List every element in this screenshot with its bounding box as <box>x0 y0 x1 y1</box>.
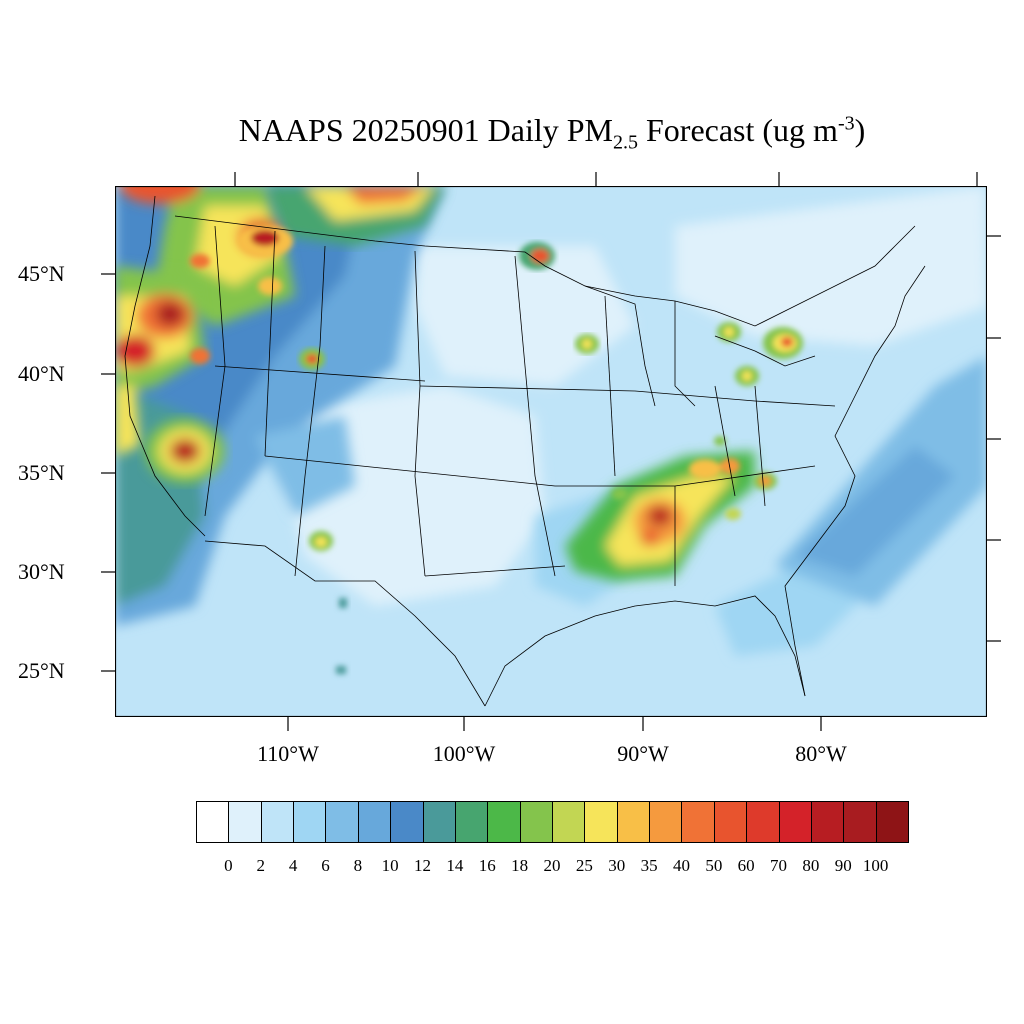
colorbar-swatch <box>746 801 780 843</box>
map-title: NAAPS 20250901 Daily PM2.5 Forecast (ug … <box>0 112 1024 154</box>
map-frame <box>115 186 987 717</box>
colorbar-swatch <box>422 801 456 843</box>
title-subscript: 2.5 <box>612 131 638 154</box>
great-basin-haze <box>255 416 355 516</box>
pm25-map <box>115 186 987 717</box>
colorbar-tick-label: 16 <box>478 856 496 875</box>
colorbar-tick-label: 10 <box>381 856 399 875</box>
lon-label-100: 100°W <box>432 741 496 766</box>
arizona-fire <box>309 531 347 674</box>
colorbar-swatch <box>552 801 586 843</box>
colorbar-tick-label: 25 <box>575 856 593 875</box>
colorbar-swatch <box>713 801 748 843</box>
lat-label-25: 25°N <box>18 658 65 683</box>
colorbar-swatch <box>843 801 877 843</box>
colorbar-swatch <box>487 801 521 843</box>
lon-label-80: 80°W <box>795 741 847 766</box>
colorbar-tick-label: 20 <box>543 856 561 875</box>
colorbar-tick-label: 40 <box>672 856 690 875</box>
lat-label-40: 40°N <box>18 361 65 386</box>
lon-label-110: 110°W <box>257 741 319 766</box>
title-superscript: -3 <box>837 112 855 135</box>
boundaries <box>124 195 926 707</box>
title-middle: Forecast (ug m <box>637 112 838 148</box>
colorbar-swatch <box>325 801 359 843</box>
colorbar-swatch <box>454 801 489 843</box>
colorbar <box>196 801 909 845</box>
colorbar-swatch <box>260 801 295 843</box>
colorbar-tick-label: 60 <box>737 856 755 875</box>
colorbar-tick-label: 2 <box>256 856 265 875</box>
colorbar-swatch <box>228 801 262 843</box>
lat-label-30: 30°N <box>18 559 65 584</box>
title-prefix: NAAPS 20250901 Daily PM <box>238 112 613 148</box>
colorbar-tick-label: 35 <box>640 856 658 875</box>
colorbar-swatch <box>810 801 845 843</box>
colorbar-swatch <box>293 801 327 843</box>
colorbar-tick-label: 14 <box>446 856 464 875</box>
colorbar-tick-label: 100 <box>862 856 889 875</box>
wisconsin-fire <box>575 334 599 354</box>
canada-smoke-core <box>345 186 425 204</box>
colorbar-swatch <box>196 801 230 843</box>
colorbar-tick-label: 4 <box>288 856 298 875</box>
colorbar-swatch <box>357 801 392 843</box>
colorbar-swatch <box>519 801 553 843</box>
colorbar-tick-label: 80 <box>802 856 820 875</box>
colorbar-tick-label: 90 <box>834 856 852 875</box>
atlantic-haze-dark <box>795 446 955 576</box>
colorbar-tick-label: 30 <box>608 856 626 875</box>
colorbar-swatch <box>616 801 651 843</box>
colorbar-swatch <box>649 801 683 843</box>
lon-label-90: 90°W <box>617 741 669 766</box>
colorbar-swatch <box>681 801 715 843</box>
colorbar-tick-label: 70 <box>770 856 788 875</box>
lower-mississippi-valley <box>565 451 755 581</box>
utah-fire <box>299 348 325 370</box>
colorbar-swatch <box>390 801 424 843</box>
colorbar-tick-label: 0 <box>224 856 233 875</box>
minnesota-fire <box>519 242 555 270</box>
colorbar-tick-label: 8 <box>353 856 363 875</box>
central-california-smoke <box>145 419 225 483</box>
map-canvas <box>115 186 987 717</box>
colorbar-swatch <box>584 801 618 843</box>
colorbar-tick-label: 18 <box>511 856 529 875</box>
ontario-fire <box>717 322 803 386</box>
lat-label-35: 35°N <box>18 460 65 485</box>
colorbar-swatch <box>778 801 812 843</box>
colorbar-tick-label: 6 <box>321 856 330 875</box>
lat-label-45: 45°N <box>18 261 65 286</box>
tennessee-valley <box>612 436 777 520</box>
colorbar-tick-label: 50 <box>705 856 723 875</box>
title-suffix: ) <box>854 112 866 148</box>
northern-california-smoke <box>115 266 205 456</box>
lightest-region-northeast <box>675 186 987 346</box>
colorbar-tick-label: 12 <box>414 856 432 875</box>
colorbar-swatch <box>875 801 909 843</box>
montana-idaho-smoke <box>190 225 293 364</box>
